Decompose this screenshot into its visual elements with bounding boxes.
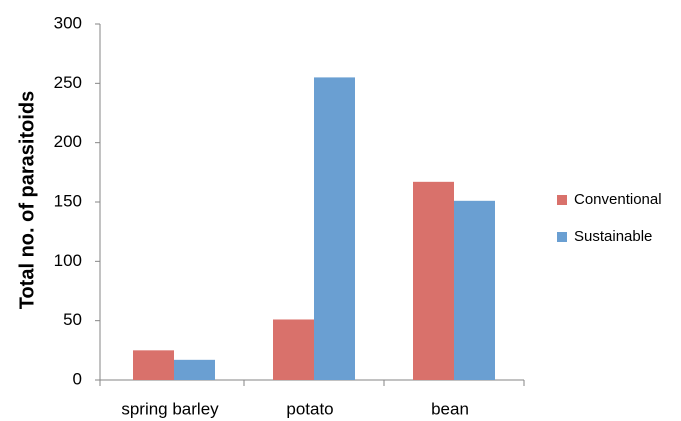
y-tick-label: 300	[54, 13, 82, 32]
y-tick-label: 100	[54, 251, 82, 270]
bar	[413, 181, 454, 380]
x-tick-label: potato	[286, 399, 333, 418]
bar	[133, 350, 174, 380]
bar	[174, 359, 215, 380]
legend-label: Sustainable	[574, 228, 652, 245]
y-tick-label: 0	[73, 369, 82, 388]
x-tick-label: bean	[431, 399, 469, 418]
y-tick-label: 250	[54, 73, 82, 92]
legend-label: Conventional	[574, 191, 662, 208]
bar	[454, 200, 495, 380]
x-tick-label: spring barley	[121, 399, 219, 418]
y-tick-label: 150	[54, 191, 82, 210]
legend-swatch	[557, 232, 567, 242]
legend-swatch	[557, 195, 567, 205]
y-tick-label: 200	[54, 132, 82, 151]
y-axis-label: Total no. of parasitoids	[16, 91, 38, 310]
bar	[314, 77, 355, 381]
y-tick-label: 50	[63, 310, 82, 329]
bar	[273, 319, 314, 380]
